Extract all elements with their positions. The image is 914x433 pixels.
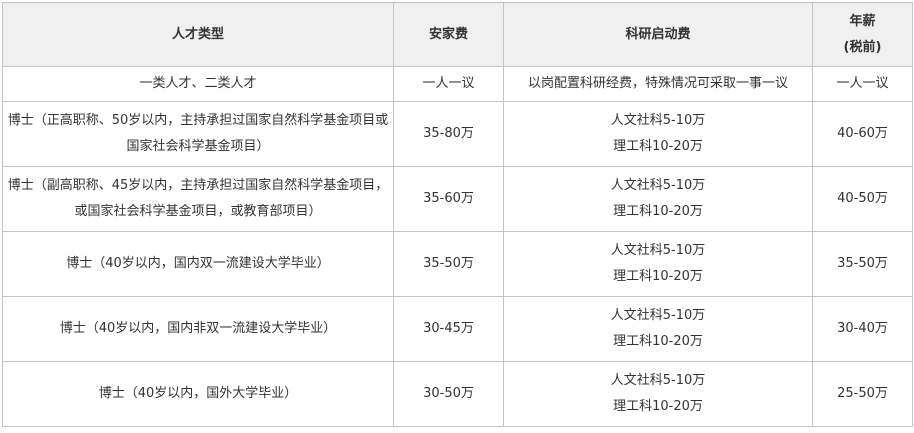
- research-line: 理工科10-20万: [613, 269, 703, 284]
- research-line: 理工科10-20万: [613, 399, 703, 414]
- header-research: 科研启动费: [503, 2, 813, 67]
- research-line: 人文社科5-10万: [610, 373, 706, 388]
- header-type: 人才类型: [2, 2, 394, 67]
- header-salary-line1: 年薪: [849, 13, 876, 29]
- talent-table: 人才类型 安家费 科研启动费 年薪 (税前) 一类人才、二类人才 一人一议 以岗配置科…: [2, 2, 913, 427]
- cell-type: 博士（40岁以内，国内双一流建设大学毕业）: [2, 231, 394, 297]
- cell-settle: 35-80万: [393, 101, 504, 167]
- cell-type: 博士（40岁以内，国内非双一流建设大学毕业）: [2, 296, 394, 362]
- cell-research: 人文社科5-10万 理工科10-20万: [503, 361, 813, 427]
- cell-research: 人文社科5-10万 理工科10-20万: [503, 231, 813, 297]
- research-line: 理工科10-20万: [613, 334, 703, 349]
- cell-settle: 30-50万: [393, 361, 504, 427]
- header-row: 人才类型 安家费 科研启动费 年薪 (税前): [2, 2, 913, 67]
- table-row: 博士（40岁以内，国内非双一流建设大学毕业） 30-45万 人文社科5-10万 理工科…: [2, 296, 913, 362]
- cell-type: 博士（副高职称、45岁以内，主持承担过国家自然科学基金项目，或国家社会科学基金项…: [2, 166, 394, 232]
- cell-settle: 30-45万: [393, 296, 504, 362]
- cell-settle: 35-60万: [393, 166, 504, 232]
- cell-salary: 40-50万: [812, 166, 913, 232]
- cell-research: 以岗配置科研经费，特殊情况可采取一事一议: [503, 66, 813, 102]
- cell-type: 博士（正高职称、50岁以内，主持承担过国家自然科学基金项目或国家社会科学基金项目…: [2, 101, 394, 167]
- header-settle: 安家费: [393, 2, 504, 67]
- cell-settle: 35-50万: [393, 231, 504, 297]
- research-line: 人文社科5-10万: [610, 113, 706, 128]
- cell-research: 人文社科5-10万 理工科10-20万: [503, 296, 813, 362]
- research-line: 人文社科5-10万: [610, 308, 706, 323]
- table-row: 博士（40岁以内，国外大学毕业） 30-50万 人文社科5-10万 理工科10-20万…: [2, 361, 913, 427]
- cell-type: 博士（40岁以内，国外大学毕业）: [2, 361, 394, 427]
- table-row: 博士（正高职称、50岁以内，主持承担过国家自然科学基金项目或国家社会科学基金项目…: [2, 101, 913, 167]
- cell-salary: 30-40万: [812, 296, 913, 362]
- cell-salary: 一人一议: [812, 66, 913, 102]
- table-row: 博士（40岁以内，国内双一流建设大学毕业） 35-50万 人文社科5-10万 理工科1…: [2, 231, 913, 297]
- cell-research: 人文社科5-10万 理工科10-20万: [503, 101, 813, 167]
- research-line: 理工科10-20万: [613, 139, 703, 154]
- cell-salary: 40-60万: [812, 101, 913, 167]
- table-row: 一类人才、二类人才 一人一议 以岗配置科研经费，特殊情况可采取一事一议 一人一议: [2, 66, 913, 102]
- research-line: 人文社科5-10万: [610, 243, 706, 258]
- cell-salary: 25-50万: [812, 361, 913, 427]
- research-line: 以岗配置科研经费，特殊情况可采取一事一议: [527, 76, 788, 91]
- cell-type: 一类人才、二类人才: [2, 66, 394, 102]
- header-salary: 年薪 (税前): [812, 2, 913, 67]
- cell-settle: 一人一议: [393, 66, 504, 102]
- research-line: 人文社科5-10万: [610, 178, 706, 193]
- cell-research: 人文社科5-10万 理工科10-20万: [503, 166, 813, 232]
- cell-salary: 35-50万: [812, 231, 913, 297]
- table-row: 博士（副高职称、45岁以内，主持承担过国家自然科学基金项目，或国家社会科学基金项…: [2, 166, 913, 232]
- header-salary-line2: (税前): [843, 39, 882, 55]
- research-line: 理工科10-20万: [613, 204, 703, 219]
